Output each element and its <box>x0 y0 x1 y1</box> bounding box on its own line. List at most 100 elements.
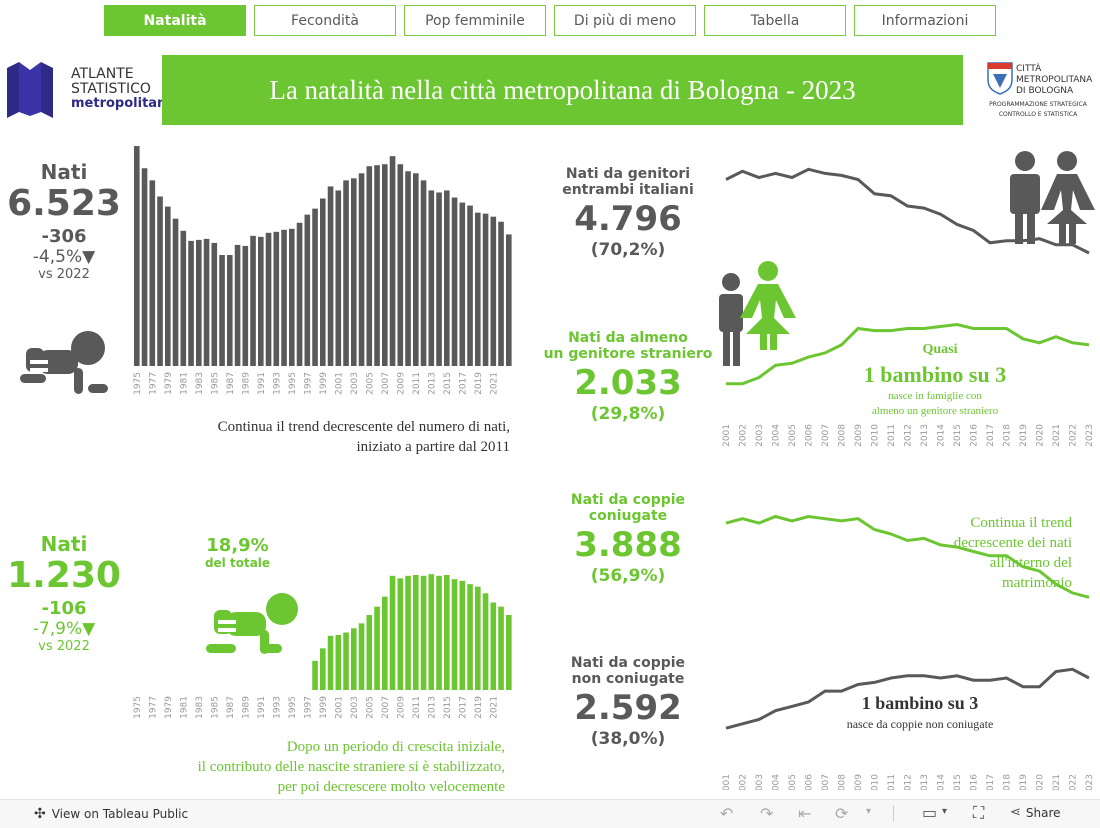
tick-label-2015: 2015 <box>443 696 453 719</box>
right-logo-line4: PROGRAMMAZIONE STRATEGICA <box>989 101 1087 108</box>
annotation-one-in-three: 1 bambino su 3 <box>863 362 1007 387</box>
tick-label-2013: 2013 <box>920 424 930 447</box>
italian-parents-label2: entrambi italiani <box>562 182 694 198</box>
tick-label-2015: 2015 <box>953 774 963 790</box>
tick-label-2017: 2017 <box>458 696 468 719</box>
comment-dropdown-icon[interactable]: ▾ <box>942 806 948 817</box>
bar-2017 <box>459 202 466 366</box>
tab-fecondita[interactable]: Fecondità <box>254 5 396 36</box>
bar-2009 <box>397 578 404 690</box>
tick-label-2014: 2014 <box>937 774 947 790</box>
tick-label-2013: 2013 <box>427 372 437 395</box>
tick-label-2015: 2015 <box>953 424 963 447</box>
tick-label-2003: 2003 <box>350 372 360 395</box>
married-value: 3.888 <box>574 525 682 565</box>
tab-di-piu-di-meno[interactable]: Di più di meno <box>554 5 696 36</box>
bar-2006 <box>374 165 380 366</box>
bar-1992 <box>265 232 272 366</box>
crawling-baby-green-icon <box>206 593 298 654</box>
comment-icon[interactable]: ▭ <box>922 803 938 822</box>
foreign-parent-value: 2.033 <box>574 363 682 403</box>
bar-2012 <box>420 180 427 366</box>
tick-label-1999: 1999 <box>319 372 329 395</box>
unmarried-pct: (38,0%) <box>590 729 666 749</box>
bar-1975 <box>134 146 140 366</box>
bar-1976 <box>141 168 148 366</box>
bar-2021 <box>490 602 497 690</box>
tick-label-2013: 2013 <box>920 774 930 790</box>
note-foreign-line1: Dopo un periodo di crescita iniziale, <box>286 739 505 755</box>
bar-1983 <box>196 239 202 366</box>
bar-1998 <box>312 208 318 366</box>
share-button[interactable]: ⋖ Share <box>1010 805 1061 820</box>
logo-line3: metropolitano <box>71 96 176 111</box>
tick-label-1989: 1989 <box>241 696 251 719</box>
tick-label-2022: 2022 <box>1069 424 1079 447</box>
bar-2007 <box>382 164 388 366</box>
tick-label-1993: 1993 <box>272 696 282 719</box>
kpi-total-label: Nati <box>40 160 88 184</box>
tick-label-2019: 2019 <box>474 372 484 395</box>
tick-label-1985: 1985 <box>210 696 220 719</box>
fullscreen-icon[interactable]: ⛶ <box>973 803 985 822</box>
refresh-icon[interactable]: ⟳ <box>835 804 849 823</box>
tick-label-2010: 2010 <box>871 424 881 447</box>
tick-label-1977: 1977 <box>148 696 158 719</box>
tick-label-2007: 2007 <box>821 774 831 790</box>
bar-2016 <box>451 579 458 690</box>
kpi-total: Nati 6.523 -306 -4,5%▼ vs 2022 <box>5 160 123 282</box>
right-logo-line2: METROPOLITANA <box>1016 75 1093 85</box>
bar-2022 <box>498 221 504 366</box>
tick-label-2001: 2001 <box>334 696 344 719</box>
tableau-footer: ✣ View on Tableau Public ↶ ↷ ⇤ ⟳ ▾ ▭ ▾ ⛶… <box>0 799 1100 828</box>
tick-label-2009: 2009 <box>396 372 406 395</box>
tick-label-1995: 1995 <box>288 696 298 719</box>
pause-dropdown-icon[interactable]: ▾ <box>866 806 872 817</box>
tab-tabella[interactable]: Tabella <box>704 5 846 36</box>
bar-2000 <box>327 635 334 690</box>
tick-label-1979: 1979 <box>164 372 174 395</box>
tick-label-2014: 2014 <box>937 424 947 447</box>
tick-label-2019: 2019 <box>1019 774 1029 790</box>
crawling-baby-icon <box>20 331 108 394</box>
redo-icon[interactable]: ↷ <box>760 804 774 823</box>
tick-label-2023: 2023 <box>1085 774 1095 790</box>
tick-label-2001: 2001 <box>334 372 344 395</box>
foreign-share: 18,9% del totale <box>190 535 285 570</box>
bar-2021 <box>490 216 497 366</box>
tick-label-2021: 2021 <box>1052 424 1062 447</box>
undo-icon[interactable]: ↶ <box>720 804 734 823</box>
tick-label-2012: 2012 <box>904 774 914 790</box>
kpi-total-value: 6.523 <box>7 183 121 224</box>
revert-icon[interactable]: ⇤ <box>798 804 812 823</box>
bar-2004 <box>358 173 365 366</box>
view-on-tableau-link[interactable]: ✣ View on Tableau Public <box>34 806 188 822</box>
tab-informazioni[interactable]: Informazioni <box>854 5 996 36</box>
bar-1999 <box>320 648 326 690</box>
tableau-icon: ✣ <box>34 806 46 822</box>
tick-label-2011: 2011 <box>887 774 897 790</box>
tick-label-1993: 1993 <box>272 372 282 395</box>
kpi-foreign-label: Nati <box>40 532 88 556</box>
tick-label-1979: 1979 <box>164 696 174 719</box>
shield-icon <box>987 62 1013 95</box>
bar-2003 <box>351 628 357 690</box>
tick-label-1987: 1987 <box>226 372 236 395</box>
tick-label-2023: 2023 <box>1085 424 1095 447</box>
tick-label-1989: 1989 <box>241 372 251 395</box>
bar-1999 <box>320 198 326 366</box>
couple-gray-icon <box>1010 151 1095 244</box>
tick-label-2004: 2004 <box>772 424 782 447</box>
kpi-total-pct: -4,5%▼ <box>32 247 96 267</box>
marriage-line-chart: 2001 2002 2003 2004 2005 2006 2007 2008 2009 2010… <box>722 514 1095 790</box>
italian-parents-value: 4.796 <box>574 199 682 239</box>
tab-pop-femminile[interactable]: Pop femminile <box>404 5 546 36</box>
kpi-italian-parents: Nati da genitori entrambi italiani 4.796… <box>543 166 713 260</box>
tick-label-1985: 1985 <box>210 372 220 395</box>
bar-2001 <box>335 635 342 690</box>
tab-natalita[interactable]: Natalità <box>104 5 246 36</box>
right-logo-line3: DI BOLOGNA <box>1016 86 1074 96</box>
tick-label-2007: 2007 <box>381 696 391 719</box>
foreign-parent-label1: Nati da almeno <box>568 330 688 346</box>
bar-1978 <box>157 196 163 366</box>
